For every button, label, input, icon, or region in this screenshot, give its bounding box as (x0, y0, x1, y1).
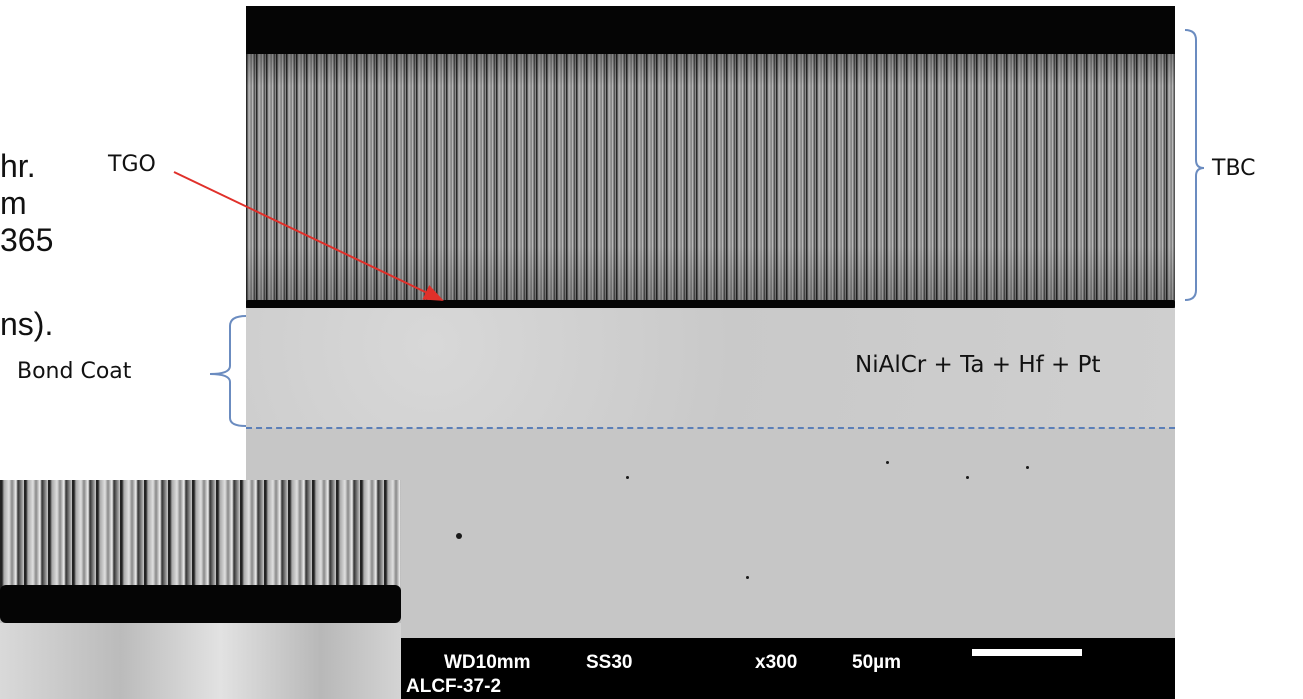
scale-label: 50µm (852, 652, 901, 673)
pore (966, 476, 969, 479)
composition-label: NiAlCr + Ta + Hf + Pt (855, 352, 1101, 378)
inset-tgo-gap (0, 585, 401, 623)
inset-micrograph (0, 480, 401, 699)
tgo-layer (246, 300, 1175, 308)
tbc-bracket (1184, 29, 1205, 301)
clipped-text-line-4: ns). (0, 306, 54, 342)
bond-coat-boundary-line (246, 427, 1175, 429)
tgo-arrow (173, 171, 444, 301)
tbc-label: TBC (1212, 156, 1256, 181)
inset-tbc-columns (0, 480, 401, 595)
scale-bar (972, 649, 1082, 656)
bond-coat-bracket (209, 315, 247, 427)
working-distance: WD10mm (444, 652, 531, 673)
tgo-label: TGO (108, 152, 156, 177)
pore (746, 576, 749, 579)
clipped-text-line-1: hr. (0, 148, 36, 184)
pore (1026, 466, 1029, 469)
pore (886, 461, 889, 464)
sample-id: ALCF-37-2 (406, 676, 502, 697)
tbc-shading (246, 46, 1175, 308)
pore (626, 476, 629, 479)
bond-coat-region (246, 308, 1175, 428)
pore (456, 533, 462, 539)
sem-top-edge (246, 6, 1175, 54)
clipped-text-line-3: 365 (0, 222, 54, 258)
spot-size: SS30 (586, 652, 633, 673)
clipped-text-line-2: m (0, 185, 27, 221)
tbc-columnar-region (246, 46, 1175, 308)
sem-micrograph: WD10mm SS30 x300 50µm ALCF-37-2 NiAlCr +… (246, 6, 1175, 699)
inset-bond-coat (0, 623, 401, 699)
bond-coat-label: Bond Coat (17, 359, 132, 384)
magnification: x300 (755, 652, 798, 673)
